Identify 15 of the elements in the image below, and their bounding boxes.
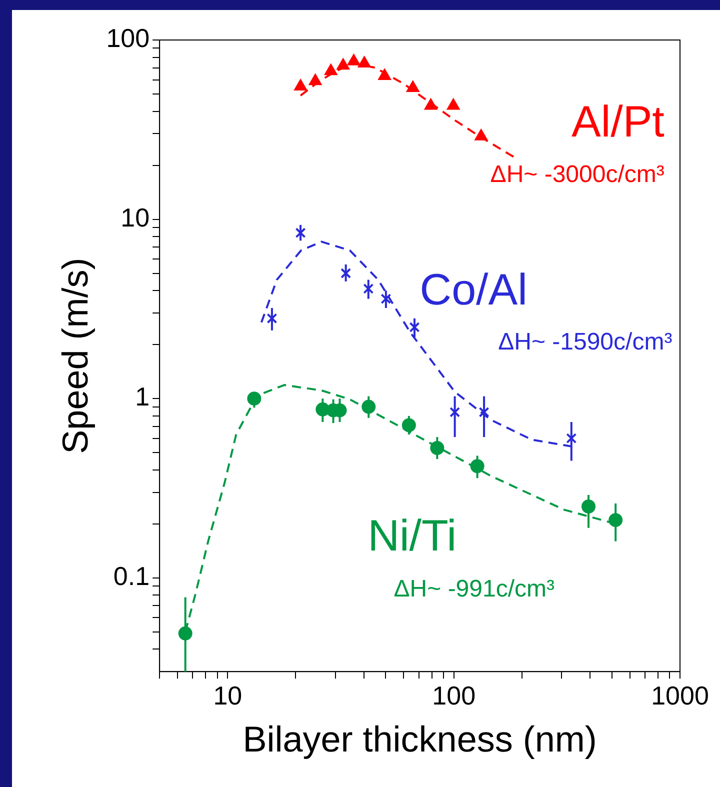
series-label: Ni/Ti [368,511,457,560]
series-label: Co/Al [420,266,528,315]
y-tick-label: 0.1 [113,561,150,592]
y-tick-label: 10 [120,202,150,232]
y-tick-label: 1 [135,382,150,412]
x-tick-label: 10 [213,680,242,710]
series-label: Al/Pt [571,98,664,147]
annotation: ΔH~ -3000c/cm³ [490,161,664,188]
y-tick-label: 100 [106,23,150,54]
x-tick-label: 1000 [651,680,709,710]
annotation: ΔH~ -1590c/cm³ [498,328,672,356]
x-axis-title: Bilayer thickness (nm) [242,718,597,760]
x-tick-label: 100 [432,680,476,710]
annotation: ΔH~ -991c/cm³ [394,575,555,602]
y-axis-title: Speed (m/s) [54,258,96,454]
